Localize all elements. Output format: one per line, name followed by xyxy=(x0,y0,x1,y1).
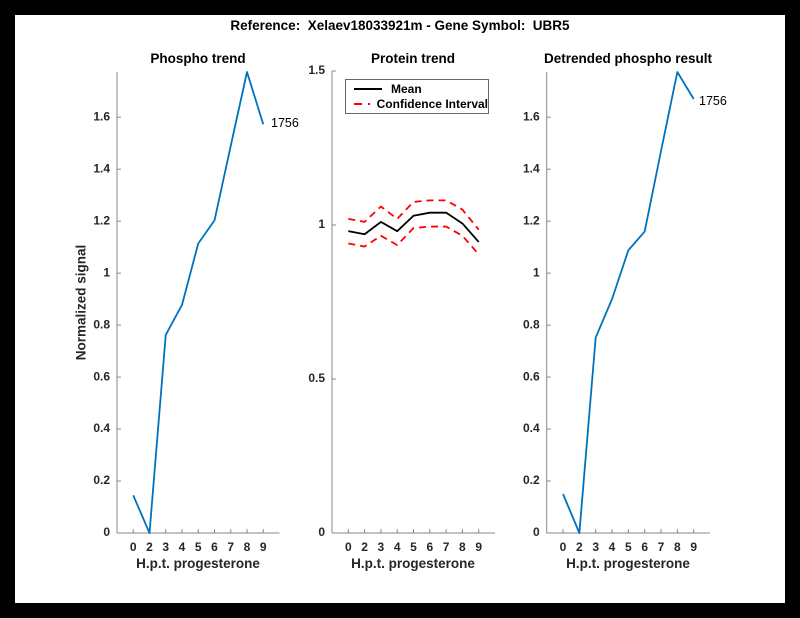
series-detrended xyxy=(562,71,695,534)
y-tick-label: 1.4 xyxy=(523,161,540,175)
y-tick-label: 0.6 xyxy=(523,369,540,383)
x-tick-label: 9 xyxy=(690,540,697,554)
subplot-title-detrended-phospho-result: Detrended phospho result xyxy=(543,51,712,66)
x-tick-label: 2 xyxy=(576,540,583,554)
y-tick-label: 1 xyxy=(103,265,110,279)
subplot-title-phospho-trend: Phospho trend xyxy=(150,51,246,66)
legend-label-confidence-interval: Confidence Interval xyxy=(376,97,488,111)
axes xyxy=(116,72,280,534)
y-tick-label: 1 xyxy=(533,265,540,279)
legend-label-mean: Mean xyxy=(391,82,422,96)
y-tick-label: 1.6 xyxy=(523,109,540,123)
y-tick-label: 0.8 xyxy=(523,317,540,331)
y-axis-label-normalized-signal: Normalized signal xyxy=(73,244,89,361)
x-tick-label: 6 xyxy=(211,540,218,554)
y-tick-label: 1.2 xyxy=(93,213,110,227)
x-tick-label: 5 xyxy=(195,540,202,554)
y-tick-label: 1.6 xyxy=(93,109,110,123)
x-axis-label-detrended-phospho-result: H.p.t. progesterone xyxy=(566,556,690,571)
y-tick-label: 0.5 xyxy=(308,371,325,385)
series-ci-lower xyxy=(348,225,480,255)
x-tick-label: 0 xyxy=(560,540,567,554)
subplot-title-protein-trend: Protein trend xyxy=(370,51,455,66)
y-tick-label: 0.4 xyxy=(523,421,540,435)
series-ci-upper xyxy=(348,199,480,231)
x-tick-label: 2 xyxy=(146,540,153,554)
x-tick-label: 0 xyxy=(130,540,137,554)
y-tick-label: 1 xyxy=(318,217,325,231)
x-tick-label: 4 xyxy=(609,540,616,554)
y-tick-label: 0.8 xyxy=(93,317,110,331)
x-tick-label: 7 xyxy=(658,540,665,554)
axes xyxy=(546,72,710,534)
y-tick-label: 0 xyxy=(533,525,540,539)
x-tick-label: 2 xyxy=(361,540,368,554)
x-tick-label: 3 xyxy=(592,540,599,554)
y-tick-label: 0 xyxy=(103,525,110,539)
x-tick-label: 0 xyxy=(345,540,352,554)
x-tick-label: 8 xyxy=(459,540,466,554)
x-tick-label: 8 xyxy=(244,540,251,554)
legend-entry-confidence-interval: Confidence Interval xyxy=(350,97,488,112)
legend-line-sample-confidence-interval xyxy=(354,103,370,105)
x-tick-label: 7 xyxy=(443,540,450,554)
y-tick-label: 1.2 xyxy=(523,213,540,227)
legend: Mean Confidence Interval xyxy=(345,79,489,114)
x-axis-label-phospho-trend: H.p.t. progesterone xyxy=(136,556,260,571)
y-tick-label: 1.5 xyxy=(308,63,325,77)
series-phospho xyxy=(132,71,265,534)
y-tick-label: 0.2 xyxy=(93,473,110,487)
subplot-detrended-phospho-result: 0 2 3 4 5 6 7 8 900.20.40.60.811.21.41.6 xyxy=(523,71,710,554)
legend-entry-mean: Mean xyxy=(350,82,488,97)
y-tick-label: 0.4 xyxy=(93,421,110,435)
figure-title: Reference: Xelaev18033921m - Gene Symbol… xyxy=(230,18,570,33)
x-tick-label: 7 xyxy=(227,540,234,554)
x-tick-label: 5 xyxy=(410,540,417,554)
x-tick-label: 6 xyxy=(426,540,433,554)
y-tick-label: 0.2 xyxy=(523,473,540,487)
figure: Reference: Xelaev18033921m - Gene Symbol… xyxy=(15,15,785,603)
axes xyxy=(331,70,495,534)
x-tick-label: 9 xyxy=(475,540,482,554)
y-tick-label: 1.4 xyxy=(93,161,110,175)
subplot-protein-trend: 0 2 3 4 5 6 7 8 900.511.5 xyxy=(308,63,495,554)
series-mean xyxy=(348,211,480,243)
legend-line-sample-mean xyxy=(354,88,382,90)
x-axis-label-protein-trend: H.p.t. progesterone xyxy=(351,556,475,571)
x-tick-label: 5 xyxy=(625,540,632,554)
x-tick-label: 8 xyxy=(674,540,681,554)
x-tick-label: 3 xyxy=(378,540,385,554)
x-tick-label: 4 xyxy=(179,540,186,554)
x-tick-label: 4 xyxy=(394,540,401,554)
subplot-phospho-trend: 0 2 3 4 5 6 7 8 900.20.40.60.811.21.41.6 xyxy=(93,71,280,554)
x-tick-label: 6 xyxy=(641,540,648,554)
y-tick-label: 0.6 xyxy=(93,369,110,383)
y-tick-label: 0 xyxy=(318,525,325,539)
x-tick-label: 3 xyxy=(162,540,169,554)
plots-canvas: 0 2 3 4 5 6 7 8 900.20.40.60.811.21.41.60 2 3 4 5 6 7 8… xyxy=(93,63,710,554)
annotation-1756-phospho: 1756 xyxy=(271,116,299,130)
x-tick-label: 9 xyxy=(260,540,267,554)
annotation-1756-detrended: 1756 xyxy=(699,94,727,108)
